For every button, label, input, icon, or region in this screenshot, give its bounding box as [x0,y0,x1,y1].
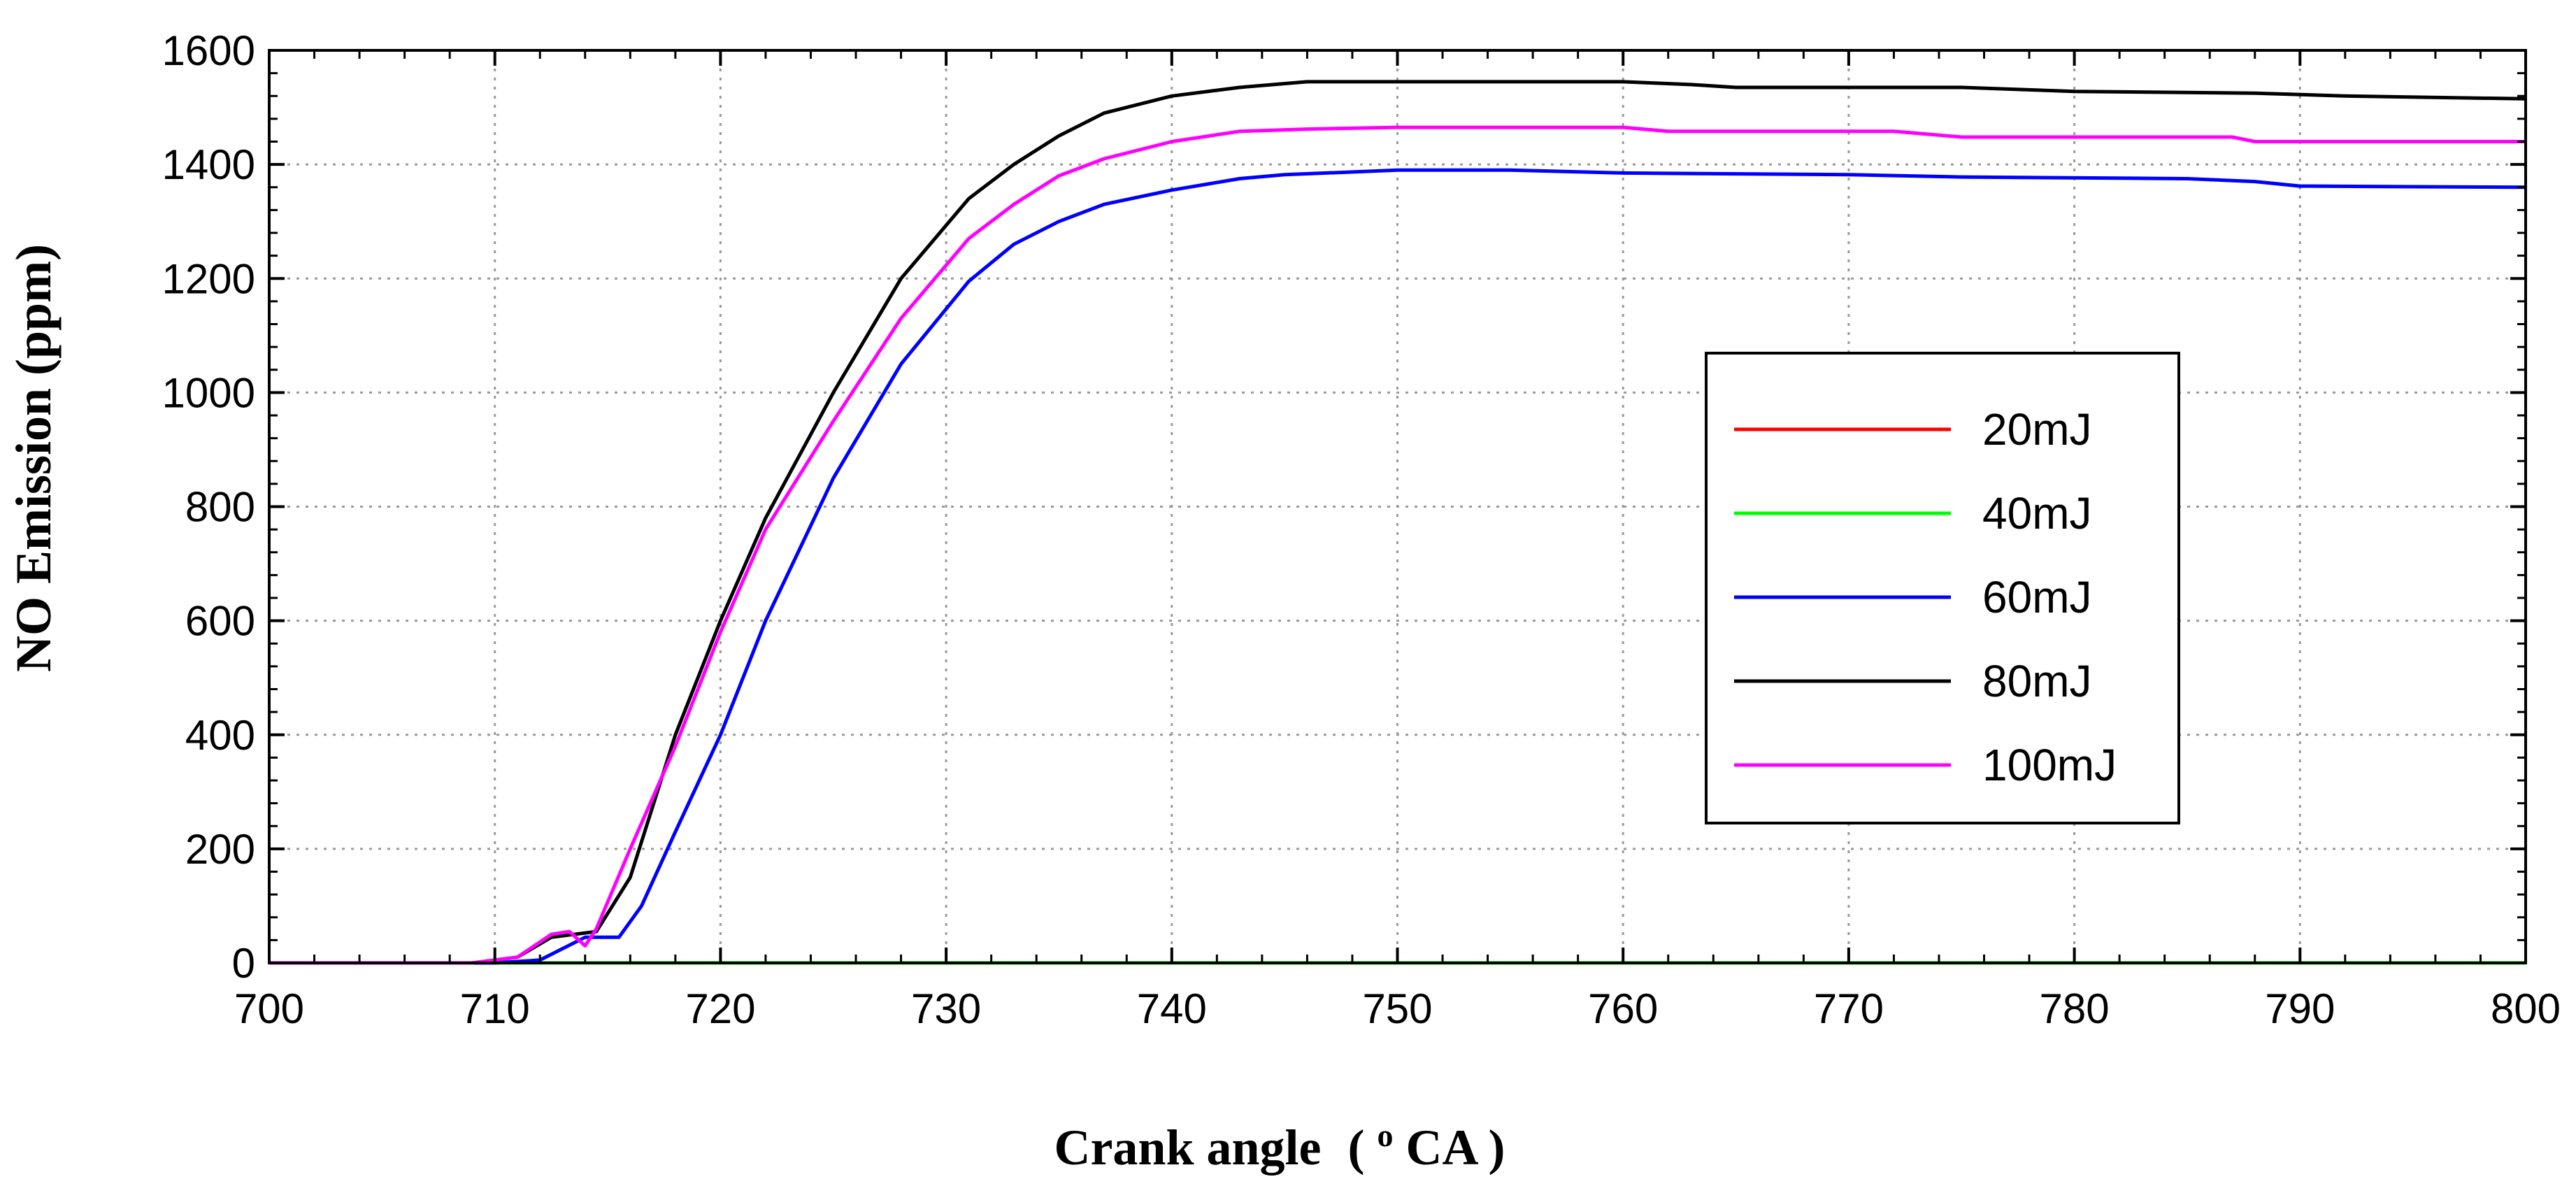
x-axis-title-text: Crank angle [1054,1120,1321,1176]
x-tick-label: 720 [685,985,755,1032]
y-tick-label: 1600 [162,27,255,74]
x-tick-label: 770 [1814,985,1884,1032]
y-tick-label: 800 [185,484,255,531]
tick-labels: 700 710 720 730 740 750 760 770 780 790 800 0 200 400… [162,27,2561,1032]
series-line-100mJ [269,125,2526,965]
legend-label-100mJ: 100mJ [1982,740,2117,790]
legend-box [1705,352,2180,824]
legend-label-60mJ: 60mJ [1982,572,2092,622]
x-tick-label: 740 [1137,985,1207,1032]
series-line-60mJ [269,168,2526,965]
x-tick-label: 760 [1588,985,1658,1032]
y-axis-title: NO Emission (ppm) [6,244,62,672]
x-axis-unit-close: ) [1489,1120,1505,1176]
legend: 20mJ 40mJ 60mJ 80mJ 100mJ [1705,352,2180,824]
x-tick-label: 700 [234,985,304,1032]
y-tick-label: 400 [185,712,255,759]
y-tick-label: 0 [232,940,255,987]
x-tick-label: 780 [2040,985,2110,1032]
x-axis-title: Crank angle ( o CA ) [1054,1101,1505,1176]
y-tick-label: 600 [185,598,255,645]
x-axis-unit-sup: o [1378,1117,1394,1153]
y-tick-label: 1400 [162,141,255,188]
legend-label-40mJ: 40mJ [1982,488,2092,538]
legend-label-80mJ: 80mJ [1982,656,2092,706]
axis-ticks [268,49,2527,964]
y-tick-label: 200 [185,826,255,873]
x-axis-unit-open: ( [1348,1120,1365,1176]
x-axis-unit: CA [1406,1120,1479,1176]
x-tick-label: 750 [1362,985,1432,1032]
y-tick-label: 1200 [162,255,255,302]
series-line-80mJ [269,80,2526,965]
x-tick-label: 730 [911,985,981,1032]
y-tick-label: 1000 [162,369,255,416]
x-tick-label: 710 [460,985,530,1032]
x-tick-label: 800 [2491,985,2561,1032]
legend-label-20mJ: 20mJ [1982,404,2092,455]
x-tick-label: 790 [2265,985,2335,1032]
